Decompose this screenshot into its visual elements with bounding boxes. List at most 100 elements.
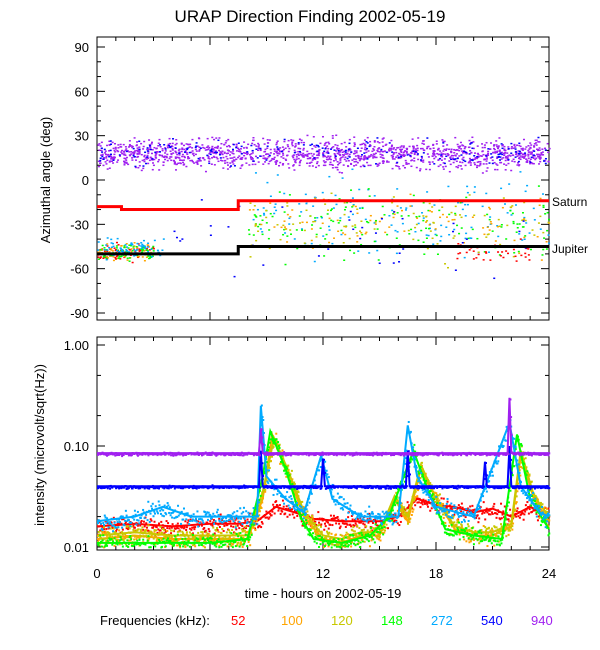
- data-point: [340, 539, 343, 542]
- scatter-point-940: [548, 147, 551, 150]
- data-point: [531, 507, 534, 510]
- scatter-point-940: [402, 151, 405, 154]
- scatter-point-940: [267, 162, 270, 165]
- data-point: [142, 528, 145, 531]
- scatter-point-940: [169, 142, 172, 145]
- scatter-point-940: [254, 163, 257, 166]
- data-point: [319, 543, 322, 546]
- data-point: [535, 496, 538, 499]
- scatter-point-100: [393, 213, 396, 216]
- data-point: [492, 533, 495, 536]
- data-point: [425, 479, 428, 482]
- scatter-point-940: [468, 139, 471, 142]
- series-120: [96, 434, 551, 549]
- data-point: [490, 533, 493, 536]
- data-point: [279, 512, 282, 515]
- data-point: [139, 530, 142, 533]
- data-point: [200, 531, 203, 534]
- scatter-point-940: [171, 142, 174, 145]
- scatter-point-940: [138, 151, 141, 153]
- data-point: [393, 501, 396, 504]
- scatter-point-540: [348, 219, 351, 221]
- scatter-point-940: [221, 153, 224, 156]
- scatter-point-272: [466, 185, 469, 188]
- data-point: [240, 543, 243, 546]
- data-point: [378, 536, 381, 539]
- scatter-point-940: [527, 149, 530, 152]
- data-point: [518, 469, 521, 472]
- data-point: [266, 511, 269, 514]
- y-tick-label: -60: [70, 262, 89, 277]
- scatter-point-940: [251, 156, 254, 159]
- data-point: [185, 541, 188, 544]
- data-point: [516, 435, 519, 438]
- data-point: [243, 529, 246, 532]
- data-point: [349, 534, 352, 537]
- scatter-point-940: [327, 155, 330, 157]
- data-point: [222, 543, 225, 546]
- scatter-point-272: [305, 202, 308, 205]
- scatter-point-940: [433, 154, 436, 156]
- data-point: [237, 539, 240, 542]
- scatter-point-120: [524, 219, 527, 222]
- data-point: [115, 540, 118, 543]
- data-point: [153, 520, 156, 523]
- scatter-point-940: [449, 157, 452, 159]
- data-point: [124, 543, 127, 546]
- scatter-point-940: [372, 148, 375, 150]
- data-point: [169, 525, 172, 528]
- scatter-point-540: [385, 151, 388, 154]
- scatter-point-940: [462, 156, 465, 159]
- scatter-point-940: [338, 171, 341, 174]
- data-point: [142, 538, 145, 541]
- data-point: [227, 537, 230, 540]
- data-point: [188, 545, 191, 548]
- data-point: [113, 544, 116, 547]
- data-point: [179, 530, 182, 533]
- scatter-point-940: [133, 137, 136, 139]
- scatter-point-940: [136, 153, 139, 155]
- data-point: [127, 545, 130, 548]
- data-point: [475, 516, 478, 519]
- scatter-point-940: [123, 151, 126, 153]
- scatter-point-272: [121, 248, 124, 251]
- data-point: [258, 508, 261, 511]
- scatter-point-940: [222, 167, 225, 169]
- data-point: [257, 517, 260, 520]
- data-point: [241, 530, 244, 533]
- scatter-point-272: [261, 231, 264, 233]
- data-point: [247, 540, 250, 543]
- scatter-point-540: [183, 151, 186, 153]
- scatter-point-940: [212, 149, 215, 151]
- scatter-point-940: [373, 149, 376, 151]
- scatter-point-940: [370, 153, 373, 156]
- data-point: [359, 534, 362, 537]
- scatter-point-940: [445, 148, 448, 150]
- data-point: [97, 544, 100, 547]
- data-point: [205, 531, 208, 534]
- data-point: [180, 541, 183, 544]
- scatter-point-940: [459, 145, 462, 147]
- scatter-point-940: [302, 147, 305, 150]
- data-point: [387, 527, 390, 530]
- scatter-point-940: [264, 148, 267, 151]
- scatter-point-148: [257, 225, 260, 228]
- scatter-point-940: [231, 160, 234, 162]
- data-point: [275, 438, 278, 441]
- data-point: [280, 458, 283, 461]
- data-point: [276, 442, 279, 445]
- scatter-point-52: [514, 255, 517, 258]
- scatter-point-940: [531, 154, 534, 156]
- scatter-point-100: [252, 209, 255, 211]
- scatter-point-540: [347, 148, 350, 151]
- scatter-point-940: [445, 149, 448, 152]
- scatter-point-940: [171, 148, 174, 150]
- scatter-point-52: [465, 251, 468, 254]
- scatter-point-940: [300, 141, 303, 144]
- scatter-point-940: [530, 153, 533, 155]
- data-point: [370, 526, 373, 529]
- data-point: [284, 463, 287, 466]
- data-point: [422, 498, 425, 501]
- scatter-point-940: [353, 145, 356, 147]
- scatter-point-940: [310, 161, 313, 163]
